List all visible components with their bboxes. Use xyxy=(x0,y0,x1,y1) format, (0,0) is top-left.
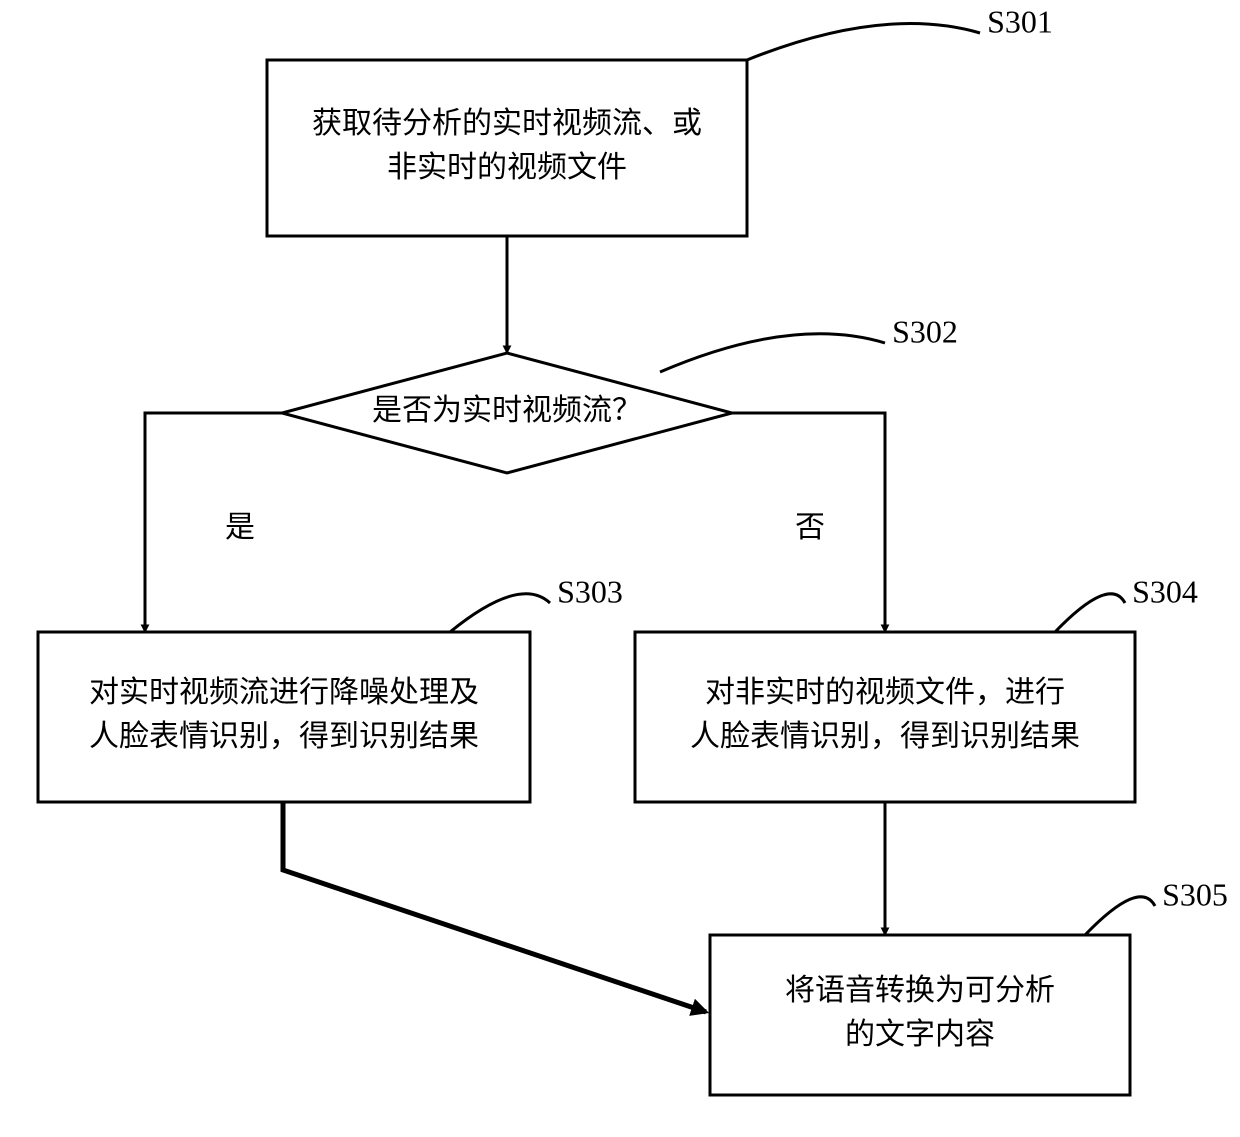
callout-s301 xyxy=(747,24,980,60)
node-s304: S304 对非实时的视频文件，进行人脸表情识别，得到识别结果 xyxy=(635,573,1198,802)
node-text-s301-0: 获取待分析的实时视频流、或 xyxy=(312,107,702,140)
node-s301: S301 获取待分析的实时视频流、或非实时的视频文件 xyxy=(267,3,1053,236)
node-text-s305-1: 的文字内容 xyxy=(845,1018,995,1051)
step-label-s302: S302 xyxy=(892,313,958,349)
node-s302: S302 是否为实时视频流？ xyxy=(282,313,958,473)
edges: 是否 xyxy=(145,236,885,1012)
callout-s303 xyxy=(450,594,550,632)
rect-s301 xyxy=(267,60,747,236)
callout-s305 xyxy=(1085,897,1155,935)
callout-s302 xyxy=(660,334,885,372)
node-text-s303-1: 人脸表情识别，得到识别结果 xyxy=(89,720,479,753)
rect-s304 xyxy=(635,632,1135,802)
callout-s304 xyxy=(1055,594,1125,632)
node-text-s304-1: 人脸表情识别，得到识别结果 xyxy=(690,720,1080,753)
edge-label-1: 是 xyxy=(225,511,255,544)
rect-s305 xyxy=(710,935,1130,1095)
node-text-s304-0: 对非实时的视频文件，进行 xyxy=(705,676,1065,709)
step-label-s305: S305 xyxy=(1162,876,1228,912)
node-text-s301-1: 非实时的视频文件 xyxy=(387,151,627,184)
node-s305: S305 将语音转换为可分析的文字内容 xyxy=(710,876,1228,1095)
node-text-s302-0: 是否为实时视频流？ xyxy=(372,394,642,427)
nodes: S301获取待分析的实时视频流、或非实时的视频文件S302是否为实时视频流？S3… xyxy=(38,3,1228,1095)
rect-s303 xyxy=(38,632,530,802)
step-label-s304: S304 xyxy=(1132,573,1198,609)
edge-1 xyxy=(145,413,282,632)
edge-4 xyxy=(283,802,706,1012)
step-label-s301: S301 xyxy=(987,3,1053,39)
step-label-s303: S303 xyxy=(557,573,623,609)
node-s303: S303 对实时视频流进行降噪处理及人脸表情识别，得到识别结果 xyxy=(38,573,623,802)
edge-label-2: 否 xyxy=(795,511,825,544)
node-text-s303-0: 对实时视频流进行降噪处理及 xyxy=(89,676,479,709)
node-text-s305-0: 将语音转换为可分析 xyxy=(785,974,1055,1007)
